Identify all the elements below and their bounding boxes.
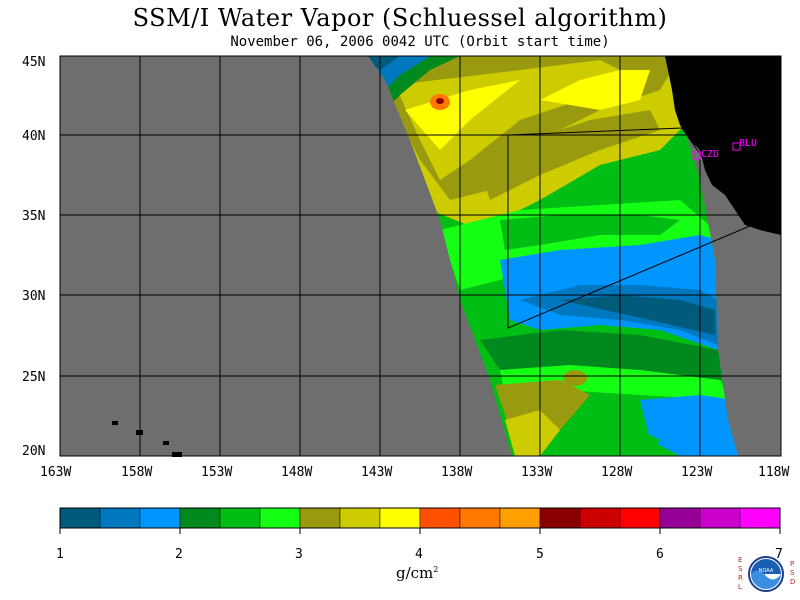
colorbar-frame: [59, 507, 781, 529]
analysis-region: [507, 127, 751, 329]
land-mass: [665, 56, 781, 235]
colorbar-swatch: [619, 507, 661, 529]
lat-label: 20N: [22, 444, 45, 459]
colorbar-tick-label: 1: [56, 547, 64, 562]
colorbar: [59, 507, 781, 534]
island: [172, 452, 182, 457]
lon-label: 153W: [201, 465, 232, 480]
colorbar-swatch: [659, 507, 701, 529]
colorbar-swatch: [739, 507, 781, 529]
colorbar-swatch: [339, 507, 381, 529]
colorbar-swatch: [259, 507, 301, 529]
colorbar-swatch: [459, 507, 501, 529]
colorbar-swatch: [579, 507, 621, 529]
lat-label: 25N: [22, 370, 45, 385]
colorbar-swatch: [179, 507, 221, 529]
lon-label: 148W: [281, 465, 312, 480]
colorbar-ticks: 1 2 3 4 5 6 7: [56, 547, 783, 562]
colorbar-tick-label: 5: [536, 547, 544, 562]
colorbar-tick-label: 3: [295, 547, 303, 562]
colorbar-swatch: [299, 507, 341, 529]
lon-label: 128W: [601, 465, 632, 480]
colorbar-tick-label: 2: [175, 547, 183, 562]
logo-letter: E: [738, 556, 742, 564]
lon-label: 158W: [121, 465, 152, 480]
map-frame: [59, 55, 782, 457]
lon-label: 123W: [681, 465, 712, 480]
colorbar-swatch: [379, 507, 421, 529]
logo-letter: S: [790, 569, 795, 577]
chart-title: SSM/I Water Vapor (Schluessel algorithm): [132, 4, 668, 32]
chart-subtitle: November 06, 2006 0042 UTC (Orbit start …: [230, 34, 610, 50]
svg-text:NOAA: NOAA: [759, 568, 774, 574]
logo-letter: S: [738, 565, 743, 573]
logo-letter: L: [738, 583, 742, 591]
noaa-logo: E S R L P S D NOAA: [738, 556, 795, 592]
logo-letter: D: [790, 578, 795, 586]
colorbar-swatch: [59, 507, 101, 529]
lon-label: 118W: [758, 465, 789, 480]
colorbar-swatch: [139, 507, 181, 529]
station-blu-marker: [732, 142, 741, 151]
station-blu-label: BLU: [739, 138, 757, 149]
colorbar-swatch: [499, 507, 541, 529]
colorbar-tick-label: 7: [775, 547, 783, 562]
logo-letter: R: [738, 574, 743, 582]
colorbar-swatch: [419, 507, 461, 529]
colorbar-tick-label: 4: [415, 547, 423, 562]
lat-label: 30N: [22, 289, 45, 304]
island: [163, 441, 169, 445]
lon-label: 138W: [441, 465, 472, 480]
water-vapor-swath: [368, 56, 738, 456]
colorbar-swatch: [99, 507, 141, 529]
station-czd-label: CZD: [701, 149, 719, 160]
station-czd-marker: [692, 151, 701, 160]
logo-letter: P: [790, 560, 794, 568]
colorbar-swatch: [699, 507, 741, 529]
colorbar-swatch: [539, 507, 581, 529]
colorbar-tick-label: 6: [656, 547, 664, 562]
lat-label: 45N: [22, 55, 45, 70]
lat-label: 35N: [22, 209, 45, 224]
colorbar-swatch: [219, 507, 261, 529]
lat-label: 40N: [22, 129, 45, 144]
grid-lines: [60, 56, 781, 456]
island: [112, 421, 118, 425]
lon-label: 133W: [521, 465, 552, 480]
lon-label: 163W: [40, 465, 71, 480]
colorbar-unit-label: g/cm2: [396, 564, 439, 582]
lon-label: 143W: [361, 465, 392, 480]
